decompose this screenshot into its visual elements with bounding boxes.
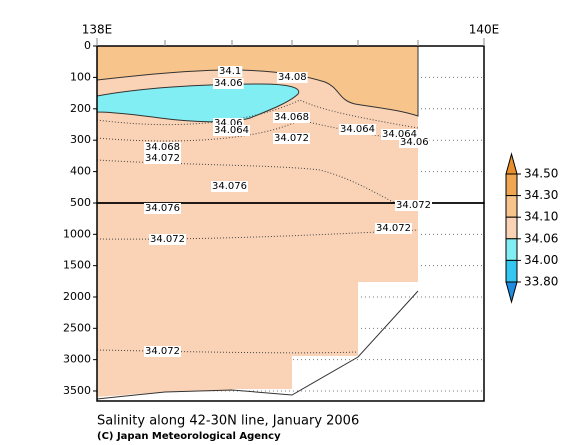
contour-label: 34.08 [278,72,307,83]
credit: (C) Japan Meteorological Agency [97,431,281,441]
label-box [218,66,243,77]
label-box [211,181,248,192]
y-tick-label: 2500 [63,321,91,334]
label-box [144,203,181,214]
contour-label: 34.072 [376,223,411,234]
colorbar-label: 33.80 [524,275,558,289]
contour-label: 34.076 [145,203,180,214]
label-box [399,137,430,148]
label-box [395,200,432,211]
colorbar-extension [505,281,518,304]
y-tick-label: 200 [70,102,91,115]
y-tick-label: 3500 [63,384,91,397]
contour [96,229,419,240]
y-tick-label: 1500 [63,259,91,272]
y-tick-label: 3000 [63,353,91,366]
contour-label: 34.072 [145,153,180,164]
label-box [381,129,418,140]
contour [96,119,419,143]
top-ticks [164,40,419,46]
y-tick-label: 0 [84,39,91,52]
label-box [149,234,186,245]
y-tick-label: 100 [70,70,91,83]
contour-label: 34.064 [340,124,375,135]
contour-label: 34.1 [219,66,241,77]
colorbar-segment [505,238,518,261]
contour-label: 34.076 [212,181,247,192]
label-box [277,72,308,83]
colorbar-label: 34.30 [524,188,558,202]
field-34-06 [97,46,418,397]
lower-frame [96,202,485,402]
y-tick-label: 300 [70,133,91,146]
colorbar-segment [505,216,518,240]
contour-label: 34.072 [150,234,185,245]
contour-label: 34.06 [214,78,243,89]
field-34-10 [96,45,419,117]
chart-title: Salinity along 42-30N line, January 2006 [97,414,359,429]
label-box [144,142,181,153]
y-tick-label: 500 [70,196,91,209]
label-box [213,118,244,129]
label-box [213,125,250,136]
contour-label: 34.068 [274,112,309,123]
label-box [273,133,310,144]
x-tick-label: 140E [469,23,500,37]
label-box [375,223,412,234]
colorbar-segment [505,195,518,218]
label-box [144,153,181,164]
contour-label: 34.072 [396,200,431,211]
contour [96,99,419,129]
colorbar-label: 34.06 [524,231,558,245]
colorbar-extension [505,152,518,175]
contour [96,349,359,354]
colorbar-label: 34.50 [524,167,558,181]
colorbar-segment [505,173,518,197]
contour-label: 34.06 [214,118,243,129]
y-tick-label: 400 [70,165,91,178]
field-34-00 [96,83,300,123]
contour-label: 34.064 [214,125,249,136]
contour-label: 34.072 [145,346,180,357]
colorbar-label: 34.00 [524,253,558,267]
label-box [144,346,181,357]
contour-label: 34.068 [145,142,180,153]
contour-labels: 34.1 34.08 34.06 34.06 34.064 34.068 34.… [144,66,432,357]
salinity-fields [96,45,419,400]
contour-label: 34.06 [400,137,429,148]
bottom-topography [96,290,419,400]
label-box [339,124,376,135]
y-tick-label: 2000 [63,290,91,303]
label-box [273,112,310,123]
contour-label: 34.064 [382,129,417,140]
x-tick-label: 138E [82,23,113,37]
contour-label: 34.072 [274,133,309,144]
y-tick-label: 1000 [63,227,91,240]
colorbar-segment [505,259,518,283]
label-box [213,78,244,89]
colorbar-label: 34.10 [524,210,558,224]
